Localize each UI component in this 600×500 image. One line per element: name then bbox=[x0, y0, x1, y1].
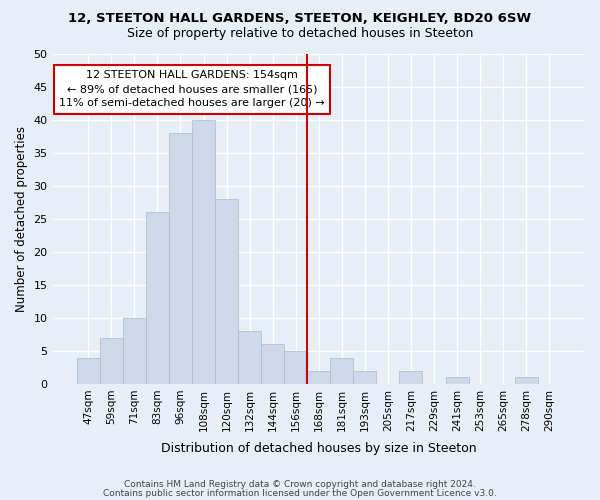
Text: 12 STEETON HALL GARDENS: 154sqm
← 89% of detached houses are smaller (165)
11% o: 12 STEETON HALL GARDENS: 154sqm ← 89% of… bbox=[59, 70, 325, 108]
Text: Contains HM Land Registry data © Crown copyright and database right 2024.: Contains HM Land Registry data © Crown c… bbox=[124, 480, 476, 489]
Bar bbox=[284, 351, 307, 384]
Bar bbox=[123, 318, 146, 384]
Bar bbox=[100, 338, 123, 384]
Text: Size of property relative to detached houses in Steeton: Size of property relative to detached ho… bbox=[127, 28, 473, 40]
Bar bbox=[400, 370, 422, 384]
Bar bbox=[261, 344, 284, 384]
X-axis label: Distribution of detached houses by size in Steeton: Distribution of detached houses by size … bbox=[161, 442, 476, 455]
Bar bbox=[307, 370, 330, 384]
Text: Contains public sector information licensed under the Open Government Licence v3: Contains public sector information licen… bbox=[103, 488, 497, 498]
Bar bbox=[146, 212, 169, 384]
Y-axis label: Number of detached properties: Number of detached properties bbox=[15, 126, 28, 312]
Text: 12, STEETON HALL GARDENS, STEETON, KEIGHLEY, BD20 6SW: 12, STEETON HALL GARDENS, STEETON, KEIGH… bbox=[68, 12, 532, 26]
Bar bbox=[215, 199, 238, 384]
Bar bbox=[446, 378, 469, 384]
Bar bbox=[77, 358, 100, 384]
Bar bbox=[192, 120, 215, 384]
Bar bbox=[169, 133, 192, 384]
Bar bbox=[238, 331, 261, 384]
Bar bbox=[353, 370, 376, 384]
Bar bbox=[330, 358, 353, 384]
Bar bbox=[515, 378, 538, 384]
